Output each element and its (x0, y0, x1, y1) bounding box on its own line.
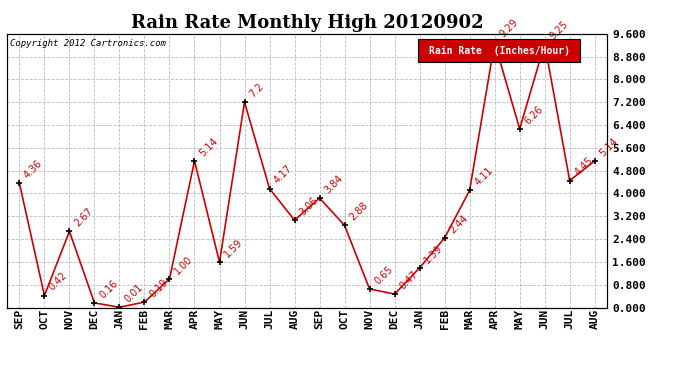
Text: 5.14: 5.14 (598, 136, 620, 158)
Text: 1.59: 1.59 (222, 237, 244, 260)
Text: 9.29: 9.29 (497, 18, 520, 40)
Text: 2.44: 2.44 (447, 213, 470, 235)
Text: 0.16: 0.16 (97, 278, 119, 300)
Title: Rain Rate Monthly High 20120902: Rain Rate Monthly High 20120902 (130, 14, 484, 32)
Text: 1.39: 1.39 (422, 243, 444, 265)
Text: Copyright 2012 Cartronics.com: Copyright 2012 Cartronics.com (10, 39, 166, 48)
Text: 9.25: 9.25 (547, 19, 570, 41)
Text: 2.88: 2.88 (347, 200, 370, 223)
Text: 7.2: 7.2 (247, 81, 266, 99)
Text: 4.11: 4.11 (473, 165, 495, 188)
Text: 3.06: 3.06 (297, 195, 319, 217)
Text: 0.47: 0.47 (397, 269, 420, 291)
Text: 2.67: 2.67 (72, 206, 95, 229)
Text: 0.65: 0.65 (373, 264, 395, 286)
Text: 0.01: 0.01 (122, 282, 144, 304)
Text: 4.45: 4.45 (573, 156, 595, 178)
Text: 5.14: 5.14 (197, 136, 219, 158)
Text: 1.00: 1.00 (172, 254, 195, 276)
Text: 4.36: 4.36 (22, 158, 44, 180)
Text: 0.19: 0.19 (147, 277, 170, 299)
Text: 0.42: 0.42 (47, 270, 70, 293)
Text: 3.84: 3.84 (322, 173, 344, 195)
Text: 6.26: 6.26 (522, 104, 544, 126)
Text: 4.17: 4.17 (273, 164, 295, 186)
